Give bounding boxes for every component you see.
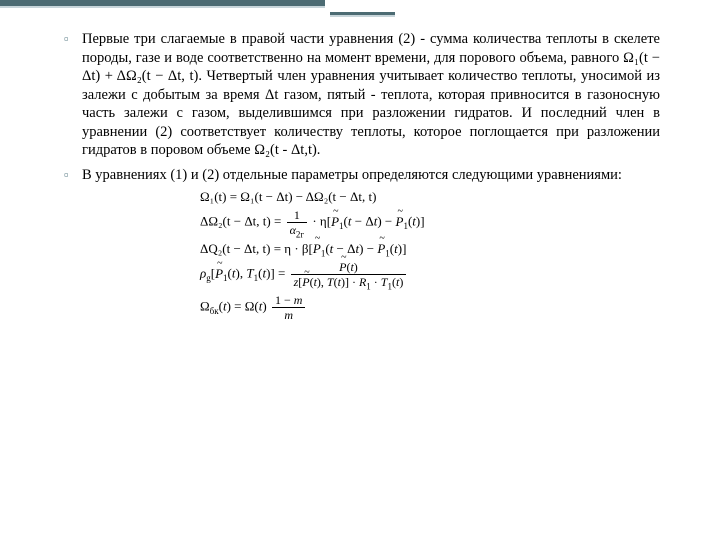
fraction-den: z[~P(t), T(t)] · R1 · T1(t) (291, 275, 407, 288)
equation-text: − (382, 214, 396, 229)
equation-text: ] (420, 214, 424, 229)
fraction-den: α2г (287, 223, 308, 236)
p-tilde: ~P (215, 267, 223, 280)
equation-block: Ω₁(t) = Ω₁(t − Δt) − ΔΩ₂(t − Δt, t) ΔΩ₂(… (200, 190, 660, 321)
equation-text: · η[ (309, 214, 331, 229)
paragraph-text: В уравнениях (1) и (2) отдельные парамет… (82, 167, 622, 183)
p-tilde: ~P (377, 242, 385, 255)
equation-text: − (363, 241, 377, 256)
equation-text: ] (402, 241, 406, 256)
list-item: Первые три слагаемые в правой части урав… (82, 30, 660, 160)
equation-1: Ω₁(t) = Ω₁(t − Δt) − ΔΩ₂(t − Δt, t) (200, 190, 660, 203)
fraction-num: 1 (287, 209, 308, 223)
p-tilde: ~P (313, 242, 321, 255)
equation-text: ΔΩ₂(t − Δt, t) = (200, 214, 285, 229)
fraction: 1α2г (287, 209, 308, 236)
equation-3: ΔQ₂(t − Δt, t) = η · β[~P1(t − Δt) − ~P1… (200, 242, 660, 255)
bullet-list: Первые три слагаемые в правой части урав… (60, 30, 660, 184)
paragraph-text: Первые три слагаемые в правой части урав… (82, 31, 660, 66)
equation-text: Ω₁(t) = Ω₁(t − Δt) − ΔΩ₂(t − Δt, t) (200, 189, 376, 204)
page-content: Первые три слагаемые в правой части урав… (60, 30, 660, 327)
fraction-den: m (272, 308, 305, 321)
equation-2: ΔΩ₂(t − Δt, t) = 1α2г · η[~P1(t − Δt) − … (200, 209, 660, 236)
header-decoration (0, 0, 720, 20)
p-tilde: ~P (331, 215, 339, 228)
fraction: 1 − mm (272, 294, 305, 321)
header-bar-2-shadow (330, 15, 395, 17)
header-bar-1-shadow (0, 6, 325, 8)
p-tilde: ~P (396, 215, 404, 228)
equation-5: Ωбк(t) = Ω(t) 1 − mm (200, 294, 660, 321)
equation-4: ρg[~P1(t), T1(t)] = ~P(t)z[~P(t), T(t)] … (200, 261, 660, 288)
fraction-num: 1 − m (272, 294, 305, 308)
list-item: В уравнениях (1) и (2) отдельные парамет… (82, 166, 660, 185)
equation-text: ΔQ₂(t − Δt, t) = η · β[ (200, 241, 313, 256)
fraction: ~P(t)z[~P(t), T(t)] · R1 · T1(t) (291, 261, 407, 288)
